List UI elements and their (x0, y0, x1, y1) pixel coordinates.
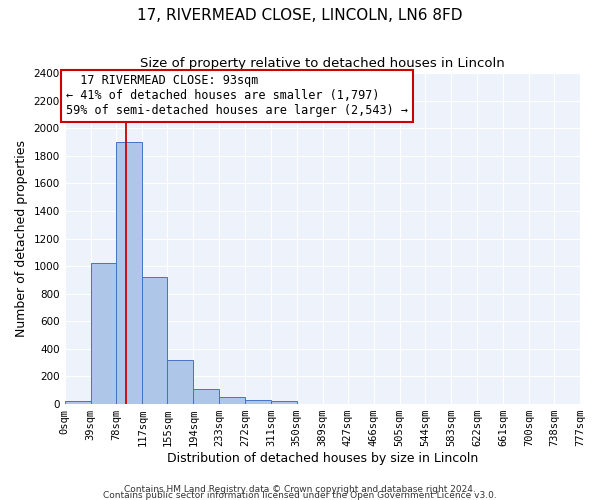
Bar (167, 360, 193, 404)
Bar (65, 402, 91, 404)
Bar (245, 400, 271, 404)
Bar (116, 142, 142, 404)
Text: Contains public sector information licensed under the Open Government Licence v3: Contains public sector information licen… (103, 492, 497, 500)
Bar (91, 264, 116, 404)
X-axis label: Distribution of detached houses by size in Lincoln: Distribution of detached houses by size … (167, 452, 478, 465)
Bar (193, 389, 219, 404)
Bar (219, 397, 245, 404)
Bar (271, 402, 297, 404)
Title: Size of property relative to detached houses in Lincoln: Size of property relative to detached ho… (140, 58, 505, 70)
Y-axis label: Number of detached properties: Number of detached properties (15, 140, 28, 337)
Text: 17 RIVERMEAD CLOSE: 93sqm
← 41% of detached houses are smaller (1,797)
59% of se: 17 RIVERMEAD CLOSE: 93sqm ← 41% of detac… (66, 74, 408, 118)
Bar (142, 277, 167, 404)
Text: Contains HM Land Registry data © Crown copyright and database right 2024.: Contains HM Land Registry data © Crown c… (124, 486, 476, 494)
Text: 17, RIVERMEAD CLOSE, LINCOLN, LN6 8FD: 17, RIVERMEAD CLOSE, LINCOLN, LN6 8FD (137, 8, 463, 22)
